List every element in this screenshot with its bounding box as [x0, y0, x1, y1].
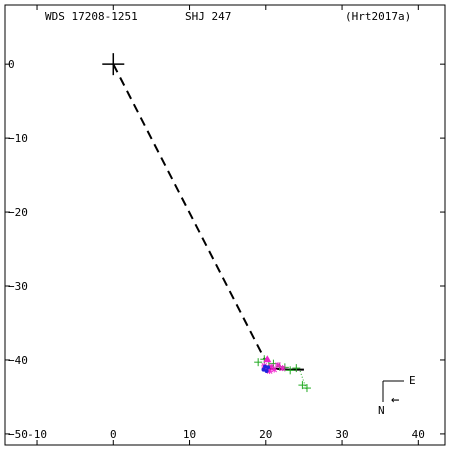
- y-tick-label: 0: [8, 58, 15, 71]
- observation-dot-marker: [266, 365, 271, 370]
- observation-dot-marker: [263, 364, 268, 369]
- observation-asterisk-marker: [266, 368, 273, 375]
- y-tick-label: −20: [8, 206, 28, 219]
- observation-dot-marker: [264, 369, 269, 374]
- reference-label: (Hrt2017a): [345, 10, 411, 23]
- plot-frame: [4, 4, 446, 446]
- marker-stroke-d2: [279, 365, 286, 371]
- observation-plus-marker: [302, 384, 311, 393]
- x-tick-label: 20: [259, 428, 272, 441]
- marker-stroke-d2: [266, 368, 273, 374]
- observation-dot-marker: [261, 367, 266, 372]
- x-tick-label: -10: [27, 428, 47, 441]
- axis-tick-labels: -10 0 10 20 30 40 0 −10 −20 −30 −40 −50: [8, 58, 425, 441]
- compass-direction-arrow: ←: [391, 392, 399, 408]
- marker-stroke-d2: [275, 362, 281, 368]
- compass-east-label: E: [409, 374, 416, 387]
- separation-dashed-line: [112, 63, 267, 362]
- x-tick-label: 0: [110, 428, 117, 441]
- residual-line: [299, 370, 307, 389]
- x-tick-label: 30: [335, 428, 348, 441]
- x-tick-label: 40: [412, 428, 425, 441]
- observation-asterisk-marker: [279, 365, 286, 372]
- observation-triangle-marker: [263, 355, 272, 363]
- y-tick-label: −30: [8, 280, 28, 293]
- axis-ticks: [5, 5, 445, 445]
- compass: E N ←: [378, 374, 416, 417]
- chart-marks: [102, 53, 311, 393]
- compass-north-label: N: [378, 404, 385, 417]
- x-tick-label: 10: [183, 428, 196, 441]
- observation-plus-marker: [292, 364, 301, 373]
- primary-star-marker: [102, 53, 125, 76]
- wds-id-label: WDS 17208-1251: [45, 10, 138, 23]
- observation-plus-marker: [298, 381, 307, 390]
- y-tick-label: −40: [8, 354, 28, 367]
- y-tick-label: −50: [8, 428, 28, 441]
- observation-plus-marker: [254, 358, 263, 367]
- y-tick-label: −10: [8, 132, 28, 145]
- observation-plus-marker: [286, 366, 295, 375]
- observation-asterisk-marker: [274, 362, 281, 369]
- discoverer-label: SHJ 247: [185, 10, 231, 23]
